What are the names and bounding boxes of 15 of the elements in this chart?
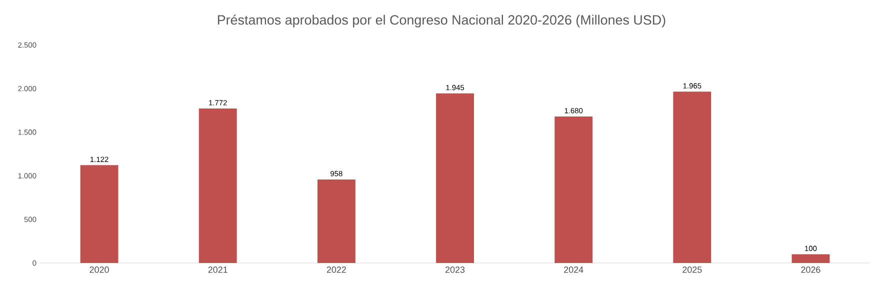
bar (198, 108, 237, 263)
x-tick-label: 2021 (208, 266, 228, 273)
bar (554, 116, 593, 263)
x-tick-label: 2023 (445, 266, 465, 273)
chart-title: Préstamos aprobados por el Congreso Nacional 2020-2026 (Millones USD) (218, 14, 666, 28)
x-tick-label: 2024 (564, 266, 584, 273)
bar (436, 93, 474, 263)
x-tick-label: 2025 (682, 266, 702, 273)
bar (792, 254, 830, 263)
bar (80, 165, 118, 263)
bar (317, 179, 356, 263)
x-tick-label: 2026 (801, 266, 820, 273)
x-tick-label: 2022 (326, 266, 346, 273)
bar (673, 92, 712, 263)
x-tick-label: 2020 (90, 266, 109, 273)
